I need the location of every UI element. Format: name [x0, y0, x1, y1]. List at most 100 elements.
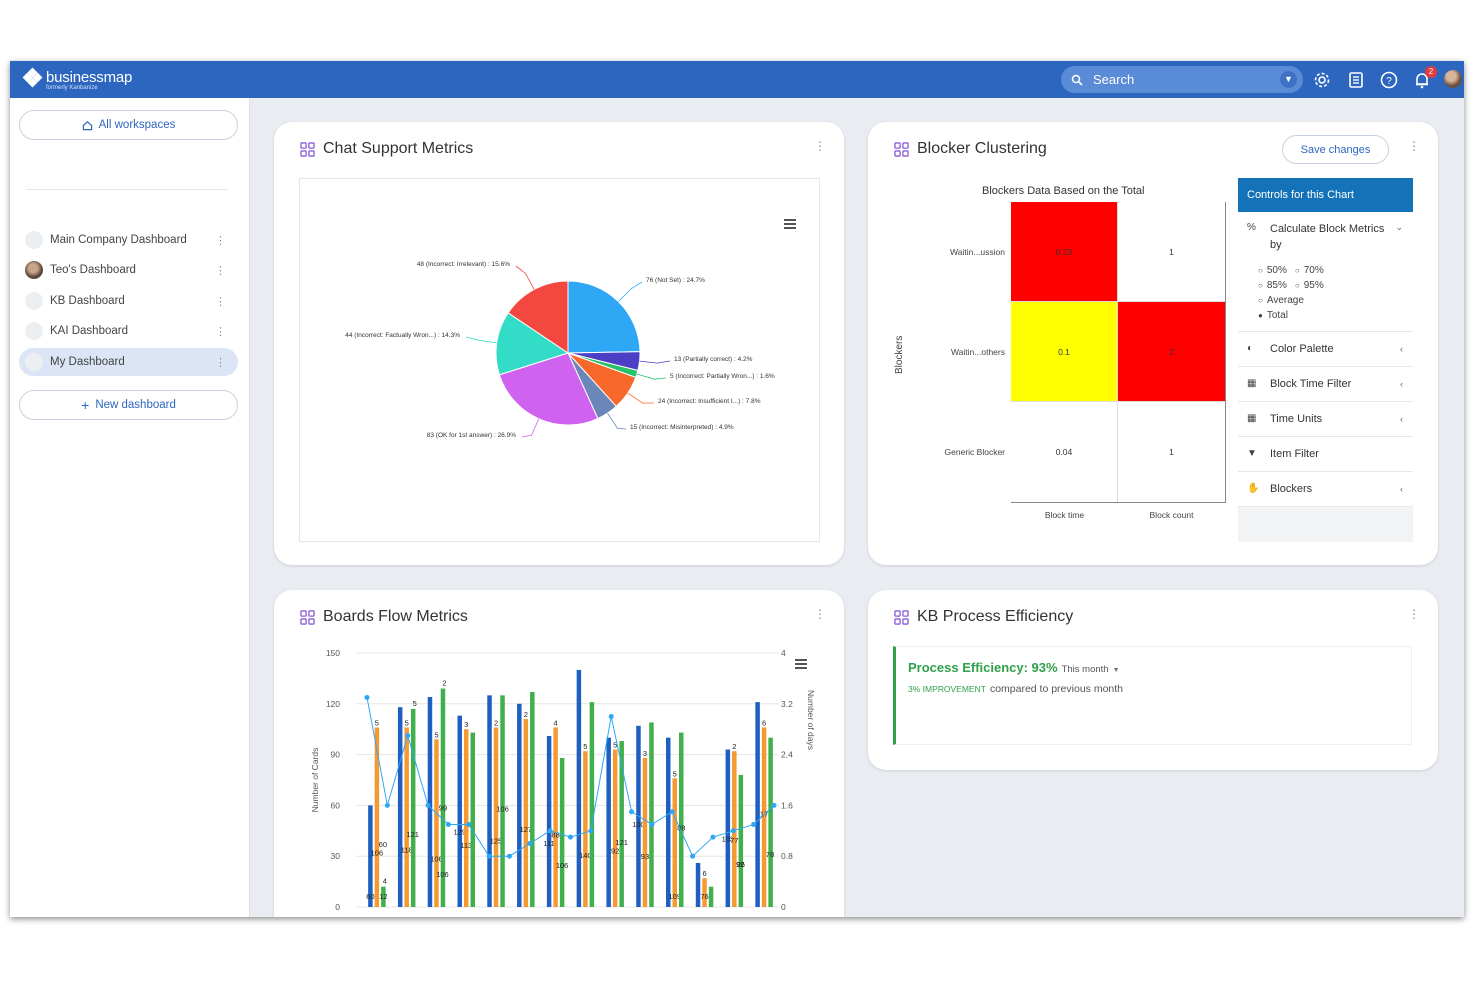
trend-point[interactable]: [608, 714, 614, 719]
radio-total[interactable]: Total: [1258, 310, 1288, 321]
all-workspaces-button[interactable]: All workspaces: [19, 110, 238, 140]
bar[interactable]: [546, 735, 552, 907]
bar[interactable]: [434, 739, 439, 907]
bar[interactable]: [619, 741, 624, 907]
bar[interactable]: [464, 729, 469, 907]
control-blockers[interactable]: ✋ Blockers ‹: [1238, 472, 1413, 507]
bar[interactable]: [666, 737, 671, 907]
logo[interactable]: businessmap formerly Kanbanize: [22, 67, 132, 91]
heatmap-cell[interactable]: 2: [1118, 302, 1225, 402]
bar[interactable]: [583, 751, 588, 907]
bar[interactable]: [457, 715, 463, 907]
new-dashboard-button[interactable]: + New dashboard: [19, 390, 238, 420]
control-time-units[interactable]: ▦ Time Units ‹: [1238, 402, 1413, 437]
bar[interactable]: [410, 708, 416, 907]
chevron-down-icon[interactable]: ⌄: [1395, 222, 1403, 232]
bar[interactable]: [559, 757, 565, 907]
sidebar-item-my-dashboard[interactable]: My Dashboard ⋮: [19, 348, 238, 376]
bar[interactable]: [649, 722, 654, 907]
control-block-time-filter[interactable]: ▦ Block Time Filter ‹: [1238, 367, 1413, 402]
radio-85[interactable]: 85%: [1258, 280, 1287, 291]
radio-average[interactable]: Average: [1258, 295, 1304, 306]
bar[interactable]: [576, 669, 582, 907]
chart-menu-icon[interactable]: [795, 659, 807, 669]
bar[interactable]: [702, 878, 707, 907]
bar[interactable]: [642, 757, 648, 907]
control-item-filter[interactable]: ▼ Item Filter: [1238, 437, 1413, 472]
bar[interactable]: [553, 727, 558, 907]
trend-point[interactable]: [466, 821, 472, 827]
bar[interactable]: [672, 778, 678, 907]
card-menu-icon[interactable]: ⋮: [814, 139, 826, 153]
bar[interactable]: [612, 749, 618, 907]
bar[interactable]: [470, 732, 476, 907]
bar[interactable]: [517, 703, 522, 907]
bar[interactable]: [404, 727, 409, 907]
trend-point[interactable]: [629, 809, 635, 815]
control-color-palette[interactable]: ◐ Color Palette ‹: [1238, 332, 1413, 367]
chevron-down-icon[interactable]: ▼: [1112, 667, 1120, 674]
search-input[interactable]: Search ▼: [1061, 66, 1303, 93]
more-icon[interactable]: ⋮: [215, 325, 226, 338]
calc-block-metrics-section[interactable]: % Calculate Block Metrics by ⌄ 50% 70% 8…: [1238, 212, 1413, 332]
bar[interactable]: [368, 805, 373, 907]
bar[interactable]: [738, 774, 744, 907]
bar[interactable]: [589, 702, 595, 907]
trend-point[interactable]: [384, 802, 390, 808]
bar[interactable]: [397, 707, 403, 907]
card-menu-icon[interactable]: ⋮: [1408, 607, 1420, 621]
bar[interactable]: [493, 727, 499, 907]
heatmap-cell[interactable]: 1: [1118, 402, 1225, 502]
more-icon[interactable]: ⋮: [215, 356, 226, 369]
heatmap-cell[interactable]: 0.1: [1011, 302, 1118, 402]
trend-point[interactable]: [425, 802, 431, 808]
more-icon[interactable]: ⋮: [215, 295, 226, 308]
trend-point[interactable]: [568, 834, 573, 840]
bar[interactable]: [440, 688, 446, 907]
trend-point[interactable]: [506, 853, 512, 859]
bar[interactable]: [500, 695, 505, 907]
bar[interactable]: [761, 727, 767, 907]
bar[interactable]: [679, 732, 684, 907]
trend-point[interactable]: [771, 802, 777, 808]
bar[interactable]: [381, 886, 386, 907]
trend-point[interactable]: [690, 853, 696, 859]
bar[interactable]: [755, 702, 760, 907]
radio-95[interactable]: 95%: [1295, 280, 1324, 291]
trend-point[interactable]: [751, 821, 757, 827]
bell-icon[interactable]: [1412, 70, 1432, 90]
trend-point[interactable]: [669, 809, 675, 815]
bar[interactable]: [487, 695, 492, 907]
period-select[interactable]: This month: [1061, 664, 1109, 675]
sidebar-item-main-company[interactable]: Main Company Dashboard ⋮: [19, 226, 238, 254]
bar[interactable]: [523, 719, 529, 907]
sidebar-item-kai[interactable]: KAI Dashboard ⋮: [19, 317, 238, 345]
trend-point[interactable]: [445, 821, 451, 827]
chevron-down-icon[interactable]: ▼: [1280, 71, 1297, 88]
heatmap-cell[interactable]: 1: [1118, 202, 1225, 302]
trend-point[interactable]: [649, 821, 655, 827]
trend-point[interactable]: [730, 828, 736, 834]
sidebar-item-kb[interactable]: KB Dashboard ⋮: [19, 287, 238, 315]
trend-point[interactable]: [364, 694, 370, 700]
chart-menu-icon[interactable]: [784, 219, 796, 229]
card-menu-icon[interactable]: ⋮: [1408, 139, 1420, 153]
sidebar-item-teos[interactable]: Teo's Dashboard ⋮: [19, 256, 238, 284]
gear-icon[interactable]: [1312, 70, 1332, 90]
pie-slice[interactable]: [567, 280, 641, 354]
radio-50[interactable]: 50%: [1258, 265, 1287, 276]
heatmap-cell[interactable]: 0.04: [1011, 402, 1118, 502]
trend-point[interactable]: [710, 834, 716, 840]
bar[interactable]: [695, 862, 701, 907]
bar[interactable]: [768, 737, 773, 907]
more-icon[interactable]: ⋮: [215, 264, 226, 277]
more-icon[interactable]: ⋮: [215, 234, 226, 247]
radio-70[interactable]: 70%: [1295, 265, 1324, 276]
bar[interactable]: [530, 691, 535, 907]
bar[interactable]: [606, 737, 611, 907]
trend-point[interactable]: [547, 828, 553, 834]
trend-point[interactable]: [588, 828, 594, 834]
notes-icon[interactable]: [1346, 70, 1366, 90]
bar[interactable]: [427, 697, 433, 907]
save-changes-button[interactable]: Save changes: [1282, 135, 1389, 164]
